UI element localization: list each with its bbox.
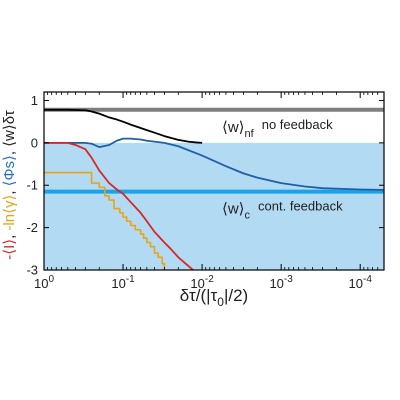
series-black-curve (44, 108, 203, 144)
y-axis-label: -⟨I⟩, -ln⟨γ⟩, ⟨Φs⟩, ⟨w⟩δτ (1, 110, 18, 260)
x-axis-label: δτ/(|τ0|/2) (180, 286, 248, 309)
annotation-no-feedback: ⟨w⟩nfno feedback (222, 117, 333, 140)
series-blue-curve (44, 137, 384, 191)
series-orange-step-curve (44, 171, 166, 270)
x-tick-label: 10-4 (349, 274, 373, 291)
x-tick-label: 10-2 (190, 274, 214, 291)
x-tick-label: 10-1 (111, 274, 135, 291)
y-tick-label: 1 (31, 93, 38, 108)
series-red-curve (44, 141, 194, 270)
y-tick-label: -2 (26, 220, 38, 235)
x-tick-label: 10-3 (269, 274, 293, 291)
y-tick-label: -1 (26, 178, 38, 193)
shaded-region (44, 142, 384, 270)
x-tick-label: 100 (34, 274, 54, 291)
annotation-cont-feedback: ⟨w⟩ccont. feedback (222, 199, 343, 222)
y-tick-label: -3 (26, 263, 38, 278)
y-tick-label: 0 (31, 135, 38, 150)
